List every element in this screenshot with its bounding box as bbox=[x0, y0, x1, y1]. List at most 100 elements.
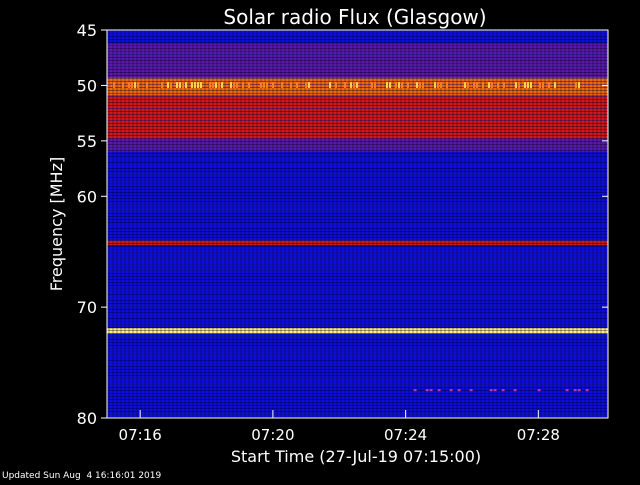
burst-speckle bbox=[493, 389, 497, 392]
burst-speckle bbox=[305, 82, 307, 89]
burst-speckle bbox=[419, 82, 421, 89]
x-axis: 07:16 07:20 07:24 07:28 bbox=[119, 410, 560, 444]
burst-speckle bbox=[230, 82, 232, 89]
burst-speckle bbox=[524, 82, 526, 89]
burst-speckle bbox=[263, 82, 265, 89]
burst-speckle bbox=[573, 389, 577, 392]
burst-speckle bbox=[344, 82, 346, 89]
plot-frame bbox=[106, 29, 609, 419]
y-tick-label: 60 bbox=[77, 187, 97, 206]
x-tick-label: 07:28 bbox=[517, 426, 560, 444]
update-footer: Updated Sun Aug 4 16:16:01 2019 bbox=[2, 471, 161, 480]
burst-speckle bbox=[501, 389, 505, 392]
burst-speckle bbox=[128, 82, 130, 89]
burst-speckle bbox=[137, 82, 139, 89]
burst-speckle bbox=[215, 82, 217, 89]
burst-speckle bbox=[425, 389, 429, 392]
burst-speckle bbox=[146, 82, 148, 89]
burst-speckle bbox=[191, 82, 193, 89]
burst-speckle bbox=[575, 82, 577, 89]
burst-speckle bbox=[248, 82, 250, 89]
burst-speckle bbox=[185, 82, 187, 89]
burst-speckle bbox=[457, 389, 461, 392]
burst-speckle bbox=[527, 82, 529, 89]
y-tick-label: 50 bbox=[77, 76, 97, 95]
burst-speckle bbox=[329, 82, 331, 89]
burst-speckle bbox=[467, 82, 469, 89]
burst-speckle bbox=[272, 82, 274, 89]
burst-speckle bbox=[371, 82, 373, 89]
burst-speckle bbox=[440, 82, 442, 89]
burst-speckle bbox=[488, 82, 490, 89]
burst-speckle bbox=[290, 82, 292, 89]
burst-speckle bbox=[482, 82, 484, 89]
burst-speckle bbox=[530, 82, 532, 89]
chart-title: Solar radio Flux (Glasgow) bbox=[223, 5, 486, 29]
burst-speckle bbox=[401, 82, 403, 89]
burst-speckle bbox=[353, 82, 355, 89]
burst-speckle bbox=[395, 82, 397, 89]
burst-speckle bbox=[469, 389, 473, 392]
y-axis-label: Frequency [MHz] bbox=[47, 157, 66, 291]
burst-speckle bbox=[515, 82, 517, 89]
burst-speckle bbox=[537, 389, 541, 392]
burst-speckle bbox=[134, 82, 136, 89]
burst-speckle bbox=[503, 82, 505, 89]
plot-area bbox=[106, 29, 609, 419]
burst-speckle bbox=[308, 82, 310, 89]
burst-speckle bbox=[513, 389, 517, 392]
y-tick-label: 45 bbox=[77, 21, 97, 40]
x-tick-label: 07:20 bbox=[251, 426, 294, 444]
burst-speckle bbox=[197, 82, 199, 89]
y-axis: 45 50 55 60 70 80 bbox=[77, 21, 608, 428]
burst-speckle bbox=[209, 82, 211, 89]
burst-speckle bbox=[176, 82, 178, 89]
burst-speckle bbox=[167, 82, 169, 89]
burst-speckle bbox=[221, 82, 223, 89]
burst-speckle bbox=[281, 82, 283, 89]
burst-speckle bbox=[200, 82, 202, 89]
burst-speckle bbox=[489, 389, 493, 392]
burst-speckle bbox=[407, 82, 409, 89]
burst-speckle bbox=[236, 82, 238, 89]
y-tick-label: 70 bbox=[77, 298, 97, 317]
burst-speckle bbox=[429, 389, 433, 392]
burst-speckle bbox=[179, 82, 181, 89]
burst-speckle bbox=[464, 82, 466, 89]
burst-speckle bbox=[449, 389, 453, 392]
y-tick-label: 80 bbox=[77, 409, 97, 428]
burst-speckle bbox=[585, 389, 589, 392]
x-axis-label: Start Time (27-Jul-19 07:15:00) bbox=[231, 447, 481, 466]
burst-speckle bbox=[548, 82, 550, 89]
burst-speckle bbox=[335, 82, 337, 89]
burst-speckle bbox=[242, 82, 244, 89]
burst-speckle bbox=[434, 82, 436, 89]
x-tick-label: 07:24 bbox=[384, 426, 427, 444]
burst-speckle bbox=[122, 82, 124, 89]
burst-speckle bbox=[416, 82, 418, 89]
burst-speckle bbox=[386, 82, 388, 89]
burst-speckle bbox=[422, 82, 424, 89]
burst-speckle bbox=[218, 82, 220, 89]
burst-speckle bbox=[389, 82, 391, 89]
burst-speckle bbox=[350, 82, 352, 89]
burst-speckle bbox=[266, 82, 268, 89]
burst-speckle bbox=[473, 82, 475, 89]
burst-speckle bbox=[398, 82, 400, 89]
burst-speckle bbox=[437, 82, 439, 89]
burst-speckle bbox=[182, 82, 184, 89]
burst-speckle bbox=[374, 82, 376, 89]
burst-speckle bbox=[194, 82, 196, 89]
x-tick-label: 07:16 bbox=[119, 426, 162, 444]
burst-speckle bbox=[296, 82, 298, 89]
burst-speckle bbox=[542, 82, 544, 89]
burst-speckle bbox=[413, 389, 417, 392]
burst-speckle bbox=[437, 389, 441, 392]
burst-speckle bbox=[539, 82, 541, 89]
burst-speckle bbox=[578, 82, 580, 89]
burst-speckle bbox=[356, 82, 358, 89]
burst-speckle bbox=[565, 389, 569, 392]
burst-speckle bbox=[446, 82, 448, 89]
burst-speckle bbox=[491, 82, 493, 89]
